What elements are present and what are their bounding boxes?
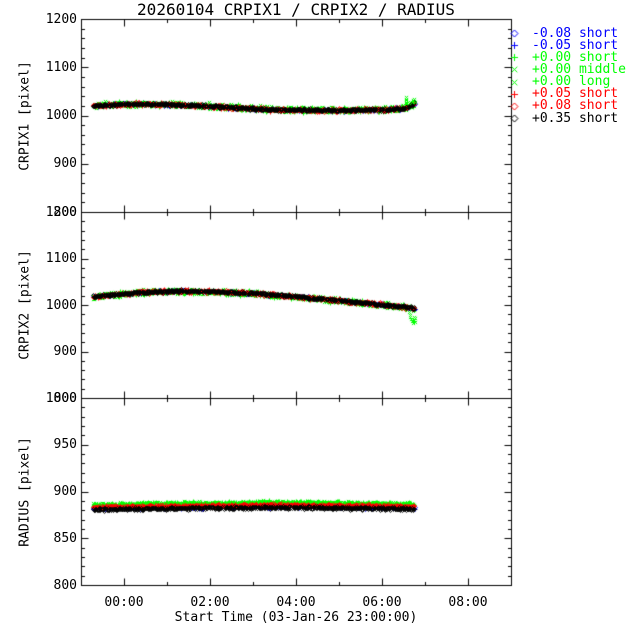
y-tick-label: 900 — [53, 156, 77, 172]
y-tick-label: 1000 — [45, 390, 77, 406]
legend-item: +0.35 short — [532, 110, 619, 126]
x-tick-label: 06:00 — [362, 595, 402, 610]
y-tick-label: 800 — [53, 390, 77, 406]
y-tick-label: 900 — [53, 344, 77, 359]
y-tick-label: 1200 — [45, 204, 77, 220]
legend-item: +0.05 short — [532, 86, 619, 102]
y-tick-label: 1200 — [45, 11, 77, 27]
x-axis-title: Start Time (03-Jan-26 23:00:00) — [174, 610, 418, 625]
y-axis-title: CRPIX2 [pixel] — [17, 250, 33, 360]
x-tick-label: 04:00 — [276, 595, 316, 610]
y-tick-label: 1000 — [45, 108, 77, 123]
x-tick-label: 02:00 — [190, 595, 230, 610]
y-tick-label: 850 — [53, 530, 77, 546]
y-tick-label: 950 — [53, 437, 77, 453]
y-tick-label: 900 — [53, 484, 77, 499]
legend-item: +0.00 middle — [532, 61, 626, 77]
y-tick-label: 800 — [53, 204, 77, 220]
y-tick-label: 1000 — [45, 297, 77, 313]
legend-item: +0.00 long — [532, 74, 611, 90]
x-tick-label: 08:00 — [448, 595, 488, 610]
y-axis-title: CRPIX1 [pixel] — [17, 60, 33, 171]
x-tick-label: 00:00 — [104, 595, 144, 610]
chart-title: 20260104 CRPIX1 / CRPIX2 / RADIUS — [137, 0, 455, 19]
legend-item: -0.08 short — [532, 25, 619, 41]
y-tick-label: 1100 — [45, 59, 77, 75]
legend-item: -0.05 short — [532, 37, 619, 53]
y-tick-label: 800 — [53, 577, 77, 593]
y-axis-title: RADIUS [pixel] — [17, 436, 33, 547]
legend-item: +0.08 short — [532, 98, 619, 114]
legend-item: +0.00 short — [532, 49, 619, 65]
y-tick-label: 1100 — [45, 251, 77, 266]
